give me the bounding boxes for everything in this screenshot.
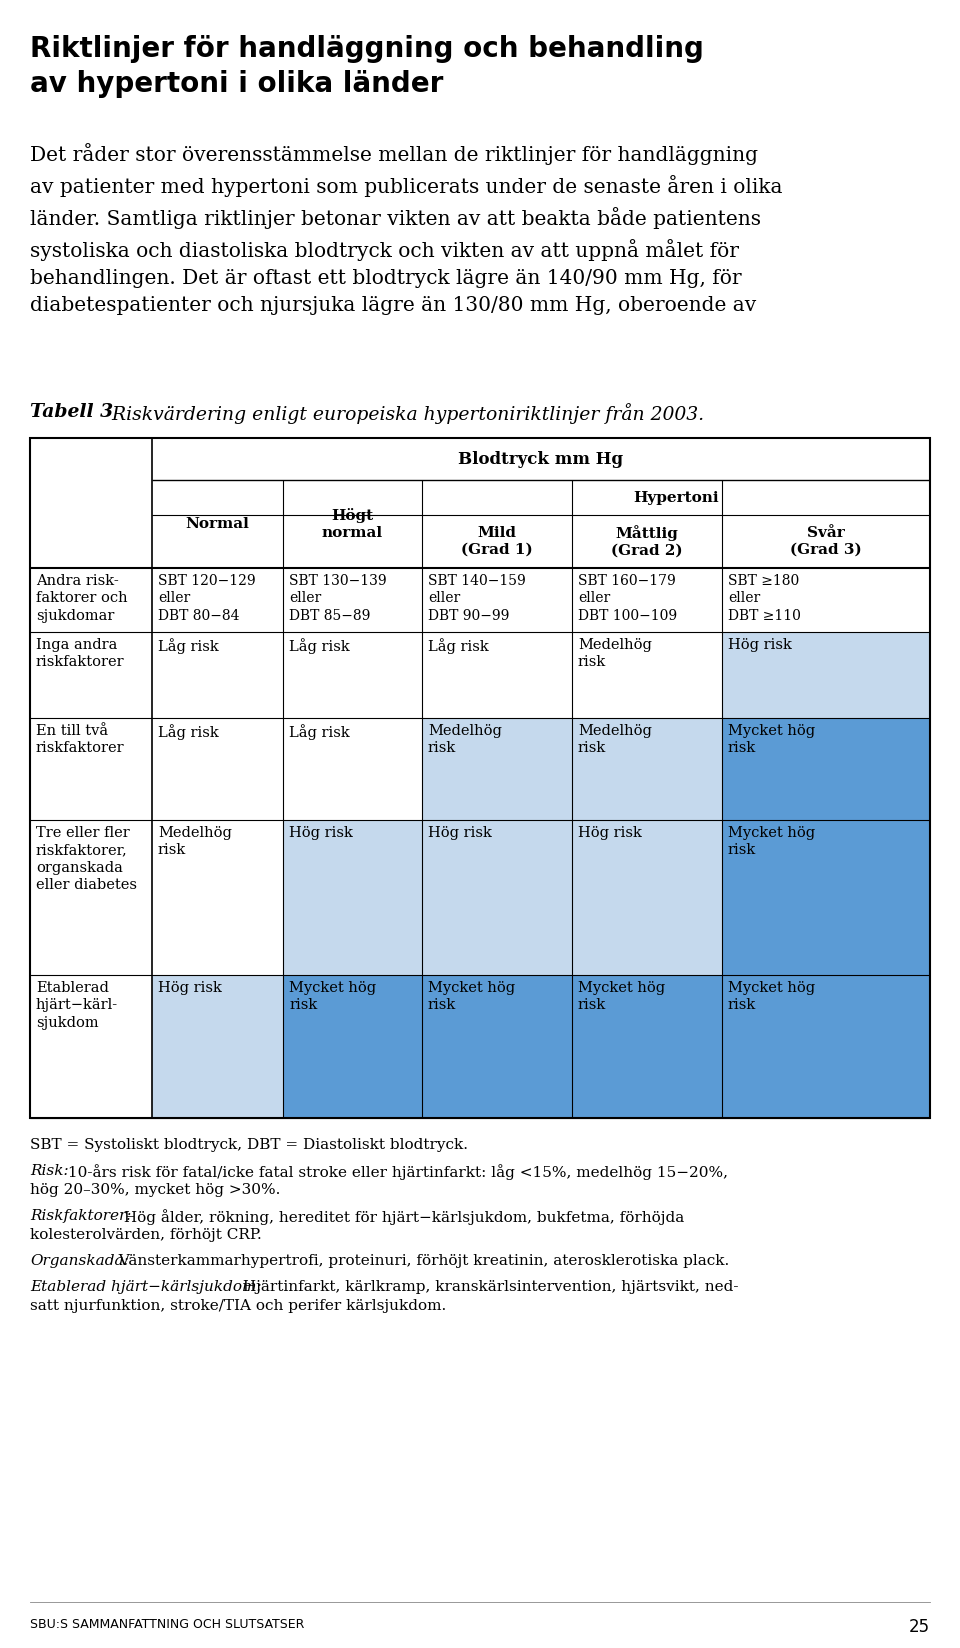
Bar	[30, 438, 930, 1117]
Text: Hjärtinfarkt, kärlkramp, kranskärlsintervention, hjärtsvikt, ned-: Hjärtinfarkt, kärlkramp, kranskärlsinter…	[238, 1280, 738, 1294]
Text: 25: 25	[909, 1618, 930, 1636]
Text: Tabell 3: Tabell 3	[30, 404, 113, 420]
Text: Risk:: Risk:	[30, 1163, 68, 1178]
Text: Hög risk: Hög risk	[289, 826, 353, 840]
Text: Inga andra
riskfaktorer: Inga andra riskfaktorer	[36, 638, 125, 669]
Text: SBT 120−129
eller
DBT 80−84: SBT 120−129 eller DBT 80−84	[158, 574, 255, 623]
Text: Låg risk: Låg risk	[158, 723, 219, 740]
Bar	[722, 719, 930, 821]
Bar	[422, 976, 572, 1117]
Bar	[572, 719, 722, 821]
Text: Mycket hög
risk: Mycket hög risk	[289, 981, 376, 1012]
Text: Mycket hög
risk: Mycket hög risk	[728, 723, 815, 755]
Text: Andra risk-
faktorer och
sjukdomar: Andra risk- faktorer och sjukdomar	[36, 574, 128, 623]
Text: Etablerad
hjärt−kärl-
sjukdom: Etablerad hjärt−kärl- sjukdom	[36, 981, 118, 1030]
Text: SBT 160−179
eller
DBT 100−109: SBT 160−179 eller DBT 100−109	[578, 574, 677, 623]
Text: Mild
(Grad 1): Mild (Grad 1)	[461, 526, 533, 557]
Text: Medelhög
risk: Medelhög risk	[158, 826, 232, 857]
Bar	[722, 821, 930, 976]
Text: Svår
(Grad 3): Svår (Grad 3)	[790, 526, 862, 557]
Text: SBT 140−159
eller
DBT 90−99: SBT 140−159 eller DBT 90−99	[428, 574, 526, 623]
Text: SBT 130−139
eller
DBT 85−89: SBT 130−139 eller DBT 85−89	[289, 574, 387, 623]
Text: Organskada:: Organskada:	[30, 1254, 129, 1267]
Text: En till två
riskfaktorer: En till två riskfaktorer	[36, 723, 125, 755]
Text: SBT = Systoliskt blodtryck, DBT = Diastoliskt blodtryck.: SBT = Systoliskt blodtryck, DBT = Diasto…	[30, 1139, 468, 1152]
Text: Låg risk: Låg risk	[428, 638, 489, 654]
Text: Mycket hög
risk: Mycket hög risk	[578, 981, 665, 1012]
Text: satt njurfunktion, stroke/TIA och perifer kärlsjukdom.: satt njurfunktion, stroke/TIA och perife…	[30, 1299, 446, 1313]
Text: Låg risk: Låg risk	[289, 723, 349, 740]
Text: Hög risk: Hög risk	[728, 638, 792, 653]
Bar	[422, 821, 572, 976]
Text: hög 20–30%, mycket hög >30%.: hög 20–30%, mycket hög >30%.	[30, 1183, 280, 1196]
Text: Normal: Normal	[185, 517, 250, 531]
Text: kolesterolvärden, förhöjt CRP.: kolesterolvärden, förhöjt CRP.	[30, 1228, 262, 1243]
Text: Hög ålder, rökning, hereditet för hjärt−kärlsjukdom, bukfetma, förhöjda: Hög ålder, rökning, hereditet för hjärt−…	[119, 1210, 684, 1224]
Text: 10-års risk för fatal/icke fatal stroke eller hjärtinfarkt: låg <15%, medelhög 1: 10-års risk för fatal/icke fatal stroke …	[63, 1163, 728, 1180]
Text: Medelhög
risk: Medelhög risk	[578, 723, 652, 755]
Text: Låg risk: Låg risk	[289, 638, 349, 654]
Bar	[422, 719, 572, 821]
Text: Mycket hög
risk: Mycket hög risk	[728, 826, 815, 857]
Text: Hypertoni: Hypertoni	[634, 491, 719, 504]
Text: SBU:S SAMMANFATTNING OCH SLUTSATSER: SBU:S SAMMANFATTNING OCH SLUTSATSER	[30, 1618, 304, 1632]
Text: Hög risk: Hög risk	[158, 981, 222, 995]
Text: Hög risk: Hög risk	[428, 826, 492, 840]
Bar	[722, 631, 930, 719]
Text: Blodtryck mm Hg: Blodtryck mm Hg	[459, 450, 624, 468]
Text: Riskvärdering enligt europeiska hypertoniriktlinjer från 2003.: Riskvärdering enligt europeiska hyperton…	[106, 404, 704, 424]
Text: Mycket hög
risk: Mycket hög risk	[728, 981, 815, 1012]
Text: Riktlinjer för handläggning och behandling
av hypertoni i olika länder: Riktlinjer för handläggning och behandli…	[30, 35, 704, 97]
Bar	[572, 976, 722, 1117]
Bar	[152, 976, 283, 1117]
Text: Hög risk: Hög risk	[578, 826, 642, 840]
Bar	[572, 821, 722, 976]
Text: Medelhög
risk: Medelhög risk	[428, 723, 502, 755]
Text: Vänsterkammarhypertrofi, proteinuri, förhöjt kreatinin, aterosklerotiska plack.: Vänsterkammarhypertrofi, proteinuri, för…	[109, 1254, 730, 1267]
Text: Riskfaktorer:: Riskfaktorer:	[30, 1210, 132, 1223]
Text: Tre eller fler
riskfaktorer,
organskada
eller diabetes: Tre eller fler riskfaktorer, organskada …	[36, 826, 137, 892]
Text: Medelhög
risk: Medelhög risk	[578, 638, 652, 669]
Bar	[283, 976, 422, 1117]
Text: Det råder stor överensstämmelse mellan de riktlinjer för handläggning
av patient: Det råder stor överensstämmelse mellan d…	[30, 143, 782, 315]
Text: Måttlig
(Grad 2): Måttlig (Grad 2)	[612, 526, 683, 559]
Text: Mycket hög
risk: Mycket hög risk	[428, 981, 516, 1012]
Text: Låg risk: Låg risk	[158, 638, 219, 654]
Bar	[722, 976, 930, 1117]
Text: Etablerad hjärt−kärlsjukdom:: Etablerad hjärt−kärlsjukdom:	[30, 1280, 262, 1294]
Bar	[283, 821, 422, 976]
Text: Högt
normal: Högt normal	[322, 508, 383, 541]
Text: SBT ≥180
eller
DBT ≥110: SBT ≥180 eller DBT ≥110	[728, 574, 801, 623]
